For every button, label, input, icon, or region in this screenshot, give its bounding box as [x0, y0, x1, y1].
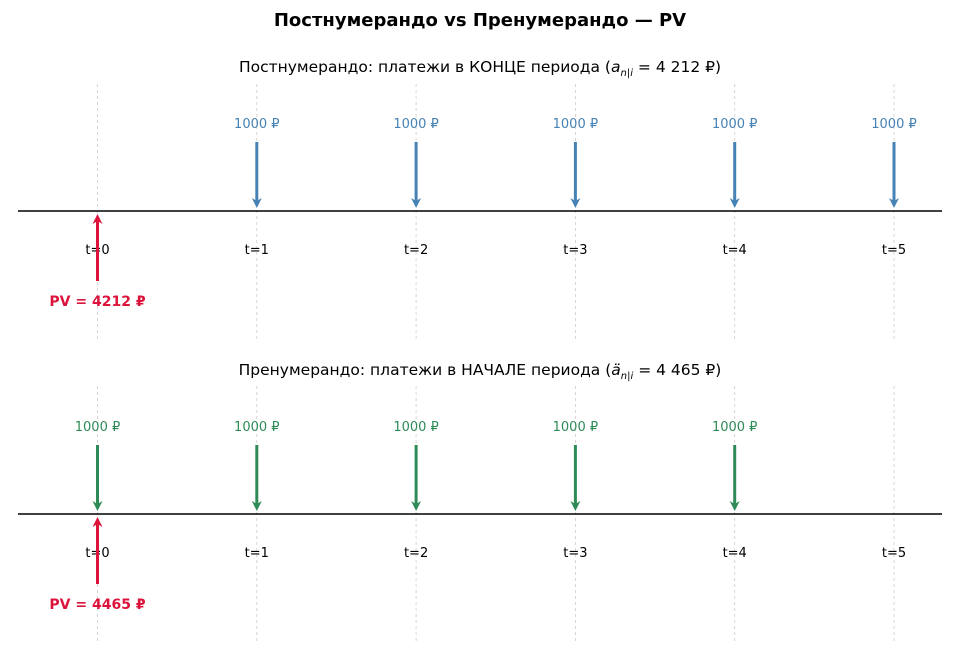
arrow-head: [411, 198, 422, 208]
payment-arrow: [251, 445, 262, 511]
panel-title: Постнумерандо: платежи в КОНЦЕ периода (…: [239, 58, 721, 79]
tick-label: t=5: [882, 243, 906, 258]
figure-title: Постнумерандо vs Пренумерандо — PV: [273, 10, 687, 31]
payment-arrow: [251, 142, 262, 208]
panel-title: Пренумерандо: платежи в НАЧАЛЕ периода (…: [239, 361, 722, 382]
payment-arrow: [729, 142, 740, 208]
tick-label: t=1: [245, 243, 269, 258]
panel-postnumerando: Постнумерандо: платежи в КОНЦЕ периода (…: [18, 58, 942, 342]
tick-label: t=1: [245, 546, 269, 561]
pv-label: PV = 4212 ₽: [49, 294, 145, 310]
tick-label: t=3: [563, 243, 587, 258]
arrow-head: [251, 198, 262, 208]
pv-arrow: [92, 214, 103, 281]
pv-label: PV = 4465 ₽: [49, 597, 145, 613]
payment-label: 1000 ₽: [234, 117, 280, 132]
payment-label: 1000 ₽: [234, 420, 280, 435]
tick-label: t=2: [404, 546, 428, 561]
tick-label: t=3: [563, 546, 587, 561]
payment-arrow: [570, 142, 581, 208]
payment-label: 1000 ₽: [393, 420, 439, 435]
arrow-head: [570, 501, 581, 511]
arrow-head: [411, 501, 422, 511]
arrow-head: [92, 501, 103, 511]
tick-label: t=4: [723, 243, 747, 258]
arrow-head: [92, 214, 103, 224]
payment-arrow: [889, 142, 899, 208]
payment-arrow: [411, 142, 422, 208]
arrow-head: [92, 517, 103, 527]
panel-prenumerando: Пренумерандо: платежи в НАЧАЛЕ периода (…: [18, 361, 942, 642]
arrow-head: [729, 198, 740, 208]
tick-label: t=2: [404, 243, 428, 258]
arrow-head: [251, 501, 262, 511]
payment-label: 1000 ₽: [75, 420, 121, 435]
tick-label: t=4: [723, 546, 747, 561]
payment-label: 1000 ₽: [553, 420, 599, 435]
payment-arrow: [411, 445, 422, 511]
payment-label: 1000 ₽: [393, 117, 439, 132]
payment-label: 1000 ₽: [712, 420, 758, 435]
payment-arrow: [729, 445, 740, 511]
payment-label: 1000 ₽: [712, 117, 758, 132]
arrow-head: [889, 198, 899, 208]
payment-label: 1000 ₽: [553, 117, 599, 132]
tick-label: t=5: [882, 546, 906, 561]
arrow-head: [570, 198, 581, 208]
arrow-head: [729, 501, 740, 511]
payment-arrow: [92, 445, 103, 511]
payment-label: 1000 ₽: [871, 117, 917, 132]
payment-arrow: [570, 445, 581, 511]
pv-arrow: [92, 517, 103, 584]
